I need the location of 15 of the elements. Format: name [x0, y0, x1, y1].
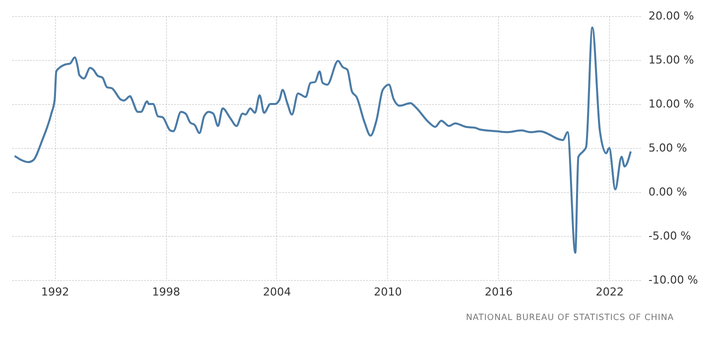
x-tick-label: 2022: [596, 286, 624, 298]
y-tick-label: 20.00 %: [648, 10, 694, 22]
y-tick-label: -5.00 %: [648, 230, 691, 242]
x-tick-label: 2004: [262, 286, 291, 298]
y-tick-label: 15.00 %: [648, 54, 694, 66]
line-series: [14, 26, 632, 254]
x-tick-label: 2010: [374, 286, 402, 298]
x-tick-label: 1998: [152, 286, 180, 298]
text: NATIONAL BUREAU OF STATISTICS OF CHINA: [466, 313, 674, 323]
y-tick-label: -10.00 %: [648, 274, 698, 286]
y-tick-label: 10.00 %: [648, 98, 694, 110]
y-tick-label: 5.00 %: [648, 142, 687, 154]
y-tick-label: 0.00 %: [648, 186, 687, 198]
x-tick-label: 1992: [41, 286, 70, 298]
x-tick-label: 2016: [484, 286, 513, 298]
